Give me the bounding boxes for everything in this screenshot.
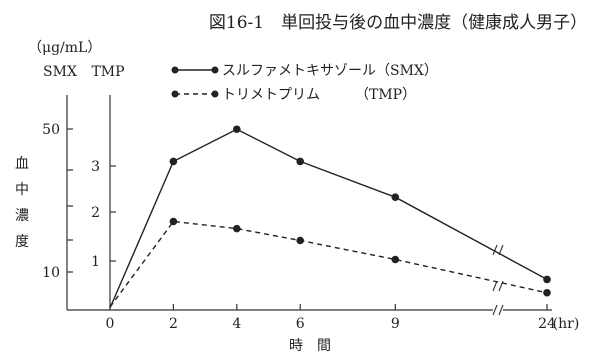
- tmp-tick-label-2: 2: [91, 205, 100, 221]
- smx-point: [233, 125, 241, 134]
- x-tick-label: 6: [296, 316, 305, 332]
- x-axis-title: 時 間: [289, 338, 331, 354]
- ylabel-char-4: 度: [15, 234, 29, 250]
- legend-smx-label: スルファメトキサゾール（SMX）: [222, 63, 438, 79]
- x-axis-break: [492, 304, 498, 316]
- ylabel-char-1: 血: [15, 156, 29, 172]
- tmp-point: [233, 224, 241, 233]
- legend-tmp-dot-left: [171, 90, 179, 98]
- x-tick-label: 24: [538, 316, 556, 332]
- ylabel-char-2: 中: [15, 182, 29, 198]
- smx-tick-label-50: 50: [42, 122, 60, 138]
- x-unit-label: (hr): [553, 316, 580, 332]
- legend-tmp-label: トリメトプリム （TMP）: [222, 87, 416, 103]
- smx-line-break: [492, 244, 498, 256]
- tmp-point: [169, 217, 178, 226]
- legend-tmp-dot-right: [211, 90, 219, 98]
- legend-smx-dot-right: [211, 66, 219, 74]
- smx-line: [109, 128, 548, 309]
- x-tick-label: 9: [391, 316, 400, 332]
- x-tick-label: 0: [106, 316, 115, 332]
- unit-label: （μg/mL）: [28, 40, 101, 56]
- legend-smx-dot-left: [171, 66, 179, 74]
- smx-point: [391, 193, 400, 201]
- smx-tick-label-10: 10: [42, 265, 60, 281]
- tmp-tick-label-3: 3: [91, 159, 100, 175]
- x-axis-break: [498, 304, 504, 316]
- smx-point: [296, 157, 305, 166]
- series-group: [109, 125, 551, 309]
- tmp-point: [391, 255, 400, 264]
- legend: スルファメトキサゾール（SMX） トリメトプリム （TMP）: [171, 63, 438, 103]
- chart-title: 図16-1 単回投与後の血中濃度（健康成人男子）: [209, 13, 587, 33]
- tmp-tick-label-1: 1: [91, 254, 100, 270]
- tmp-line-break: [492, 280, 498, 292]
- axis-breaks: [492, 244, 504, 316]
- x-ticks: 0 2 4 6 9 24: [106, 304, 556, 332]
- tmp-point: [296, 236, 305, 245]
- smx-axis-label: SMX: [43, 64, 77, 80]
- tmp-line: [109, 220, 548, 308]
- smx-point: [169, 157, 178, 166]
- x-tick-label: 4: [232, 316, 241, 332]
- tmp-point: [543, 288, 551, 297]
- tmp-axis-label: TMP: [91, 64, 124, 80]
- smx-point: [543, 275, 551, 284]
- ylabel-char-3: 濃: [15, 208, 29, 224]
- x-tick-label: 2: [169, 316, 178, 332]
